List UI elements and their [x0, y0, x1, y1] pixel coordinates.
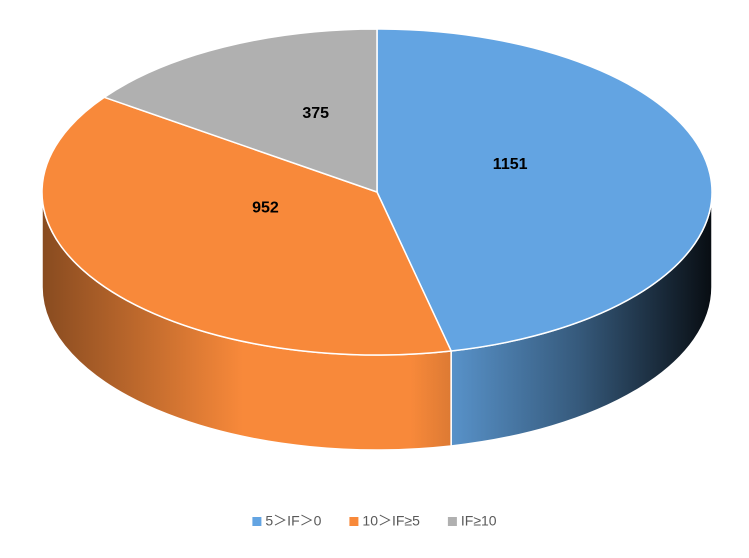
legend-swatch [447, 517, 457, 526]
legend-swatch [252, 517, 262, 526]
data-label: 1151 [493, 156, 528, 173]
legend-label: IF≥10 [461, 513, 497, 529]
data-label: 952 [252, 199, 279, 216]
legend-label: 10＞IF≥5 [362, 513, 420, 529]
slice [102, 28, 378, 194]
slice [376, 28, 713, 352]
data-label: 375 [302, 105, 329, 122]
legend-label: 5＞IF＞0 [265, 513, 321, 529]
legend-swatch [349, 517, 359, 526]
slice [41, 96, 453, 356]
